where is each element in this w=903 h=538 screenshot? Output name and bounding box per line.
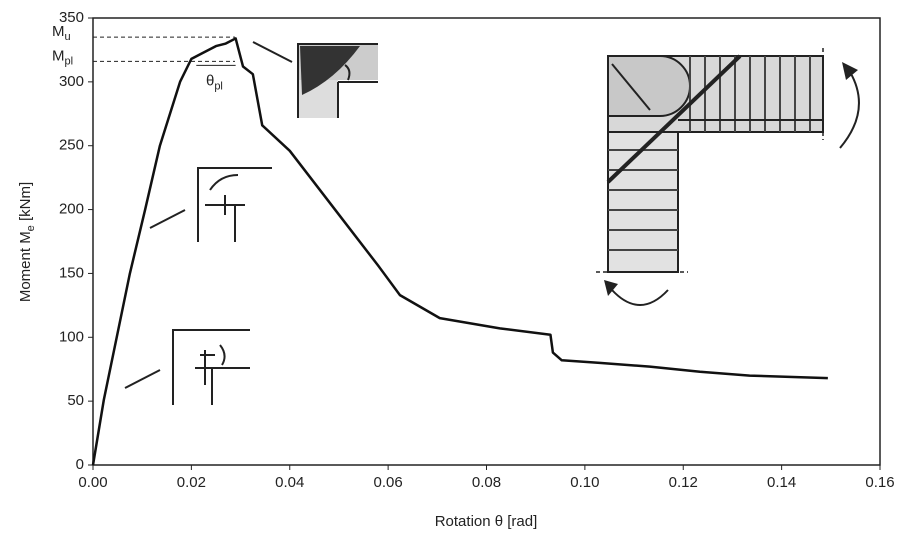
y-tick-label: 250 — [59, 137, 84, 154]
x-tick-label: 0.10 — [570, 474, 599, 491]
x-tick-label: 0.08 — [472, 474, 501, 491]
y-tick-label: 350 — [59, 9, 84, 26]
specimen-sketch — [124, 41, 378, 405]
y-tick-label: 50 — [67, 392, 84, 409]
y-axis-label: Moment Me [kNm] — [17, 182, 37, 302]
x-tick-label: 0.12 — [669, 474, 698, 491]
x-tick-label: 0.14 — [767, 474, 796, 491]
annotation: θpl — [206, 72, 223, 92]
annotation: Mu — [52, 23, 71, 43]
x-tick-label: 0.02 — [177, 474, 206, 491]
y-tick-label: 100 — [59, 328, 84, 345]
x-tick-label: 0.04 — [275, 474, 304, 491]
y-tick-label: 150 — [59, 264, 84, 281]
y-tick-label: 300 — [59, 73, 84, 90]
y-tick-label: 200 — [59, 201, 84, 218]
data-line — [91, 37, 828, 466]
y-tick-label: 0 — [76, 456, 84, 473]
x-tick-label: 0.00 — [78, 474, 107, 491]
x-tick-label: 0.06 — [374, 474, 403, 491]
x-tick-label: 0.16 — [865, 474, 894, 491]
joint-diagram — [596, 48, 860, 306]
annotation: Mpl — [52, 47, 73, 67]
x-axis-label: Rotation θ [rad] — [435, 513, 538, 530]
